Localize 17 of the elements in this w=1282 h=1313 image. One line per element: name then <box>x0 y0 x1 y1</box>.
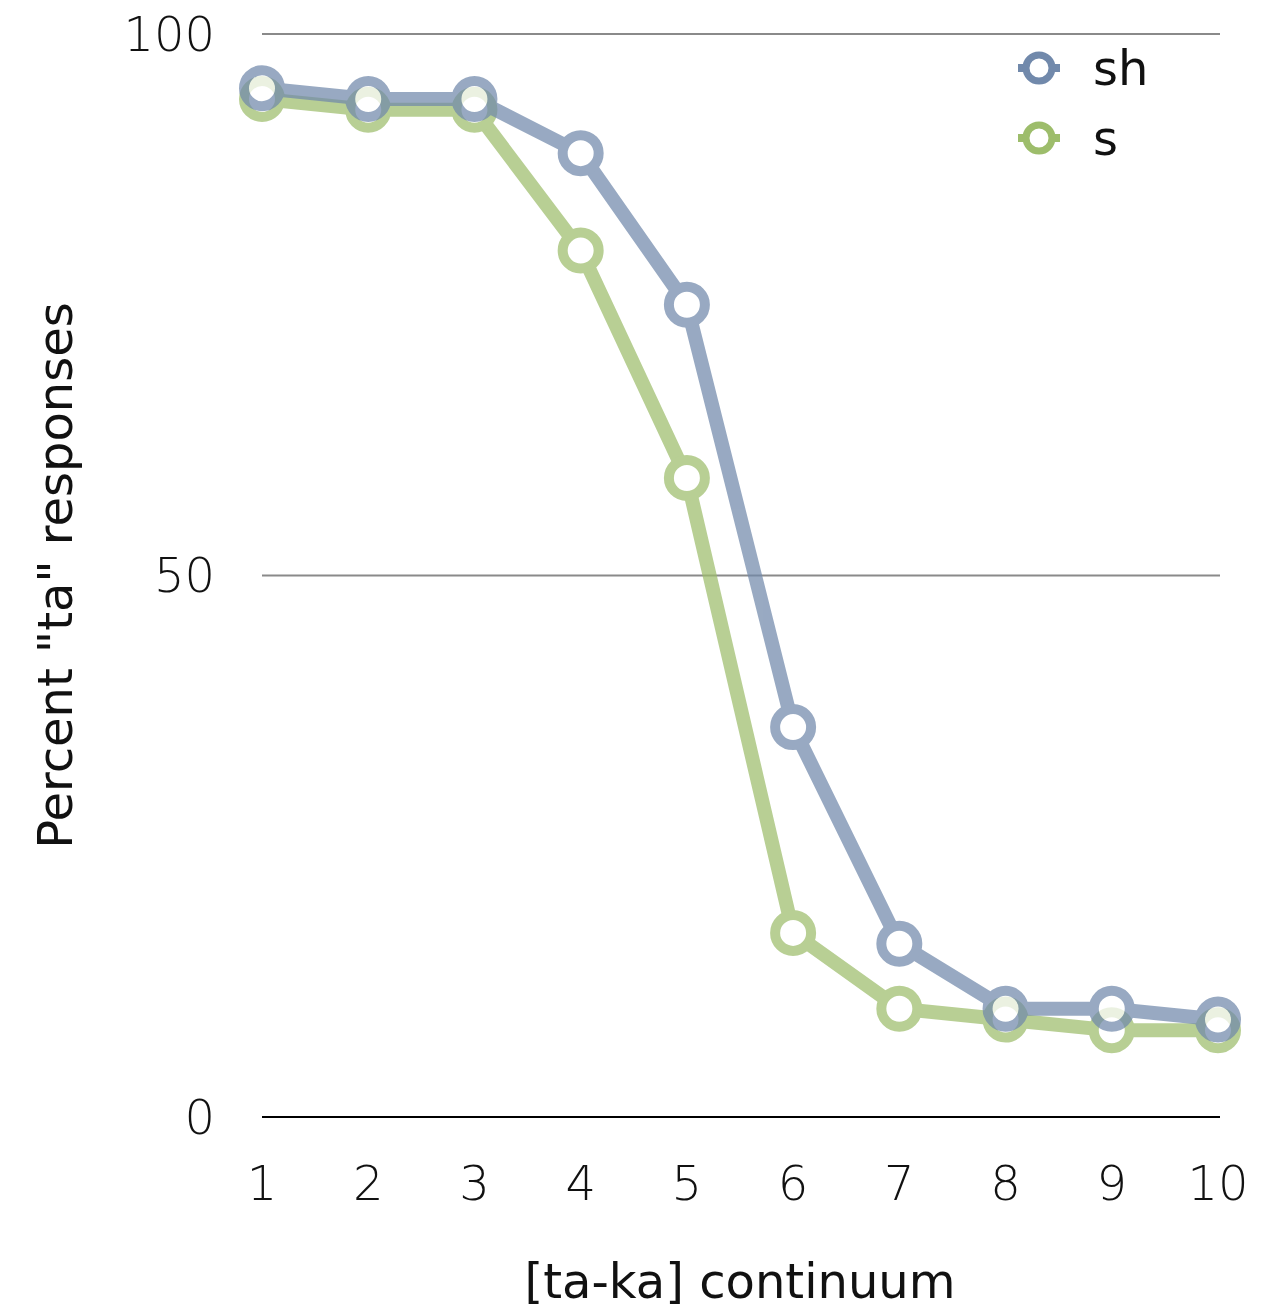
y-tick-label: 100 <box>123 5 215 62</box>
x-tick-label: 3 <box>459 1155 490 1211</box>
x-axis-title: [ta-ka] continuum <box>524 1253 956 1309</box>
legend-label: sh <box>1093 39 1149 96</box>
x-tick-label: 6 <box>777 1155 809 1211</box>
x-tick-label: 10 <box>1187 1155 1249 1211</box>
y-axis-title: Percent "ta" responses <box>27 302 83 849</box>
x-tick-label: 5 <box>671 1155 703 1211</box>
x-tick-label: 9 <box>1096 1155 1128 1211</box>
x-tick-label: 8 <box>990 1155 1021 1211</box>
x-tick-label: 1 <box>246 1155 278 1211</box>
x-tick-label: 2 <box>352 1155 384 1211</box>
y-tick-label: 50 <box>153 547 215 604</box>
legend-label: s <box>1093 109 1119 166</box>
x-tick-label: 4 <box>565 1155 596 1211</box>
y-tick-label: 0 <box>184 1088 215 1145</box>
x-tick-label: 7 <box>884 1155 915 1211</box>
